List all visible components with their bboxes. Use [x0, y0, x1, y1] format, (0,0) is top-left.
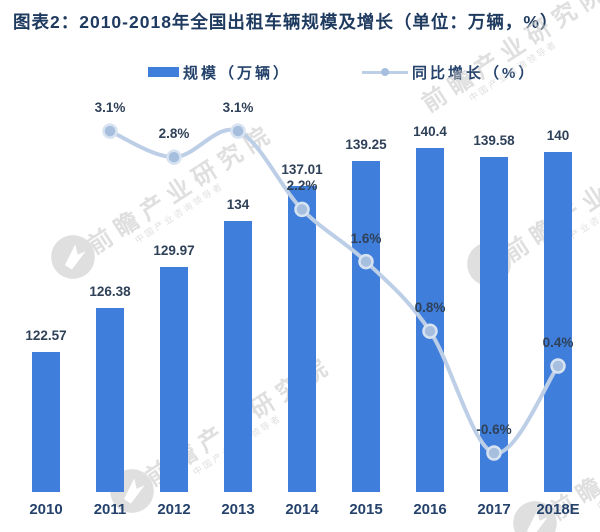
growth-value-label: 2.2% [286, 178, 318, 194]
line-legend-swatch-icon [362, 68, 408, 76]
growth-value-label: 1.6% [350, 230, 382, 246]
bar [32, 351, 60, 492]
bar [480, 157, 508, 492]
x-axis-label: 2017 [477, 501, 511, 518]
x-axis-label: 2015 [349, 501, 383, 518]
bar-legend-label: 规模（万辆） [183, 65, 292, 82]
bar [224, 220, 252, 492]
growth-value-label: 3.1% [222, 100, 254, 116]
growth-value-label: -0.6% [476, 422, 512, 437]
bar [288, 186, 316, 492]
growth-value-label: 3.1% [94, 100, 126, 116]
chart-title: 图表2：2010-2018年全国出租车辆规模及增长（单位：万辆，%） [13, 12, 559, 32]
bar [416, 147, 444, 492]
x-axis-label: 2018E [536, 501, 580, 518]
growth-value-label: 2.8% [158, 126, 190, 142]
line-marker-icon [102, 123, 118, 139]
bar-value-label: 140 [546, 128, 570, 144]
bar [96, 308, 124, 492]
line-legend-label: 同比增长（%） [412, 65, 537, 82]
line-marker-icon [166, 149, 182, 165]
growth-value-label: 0.8% [414, 300, 446, 316]
bar-value-label: 126.38 [89, 284, 131, 300]
x-axis-label: 2010 [29, 501, 63, 518]
bar-value-label: 139.25 [345, 136, 387, 152]
x-axis-label: 2014 [285, 501, 319, 518]
bar-value-label: 137.01 [281, 162, 323, 178]
bar-value-label: 129.97 [153, 242, 195, 258]
bar [352, 160, 380, 492]
x-axis-label: 2016 [413, 501, 447, 518]
bar [544, 152, 572, 492]
watermark-logo-icon [50, 234, 96, 285]
x-axis-label: 2013 [221, 501, 255, 518]
x-axis-label: 2012 [157, 501, 191, 518]
bar [160, 266, 188, 492]
bar-value-label: 134 [226, 196, 250, 212]
legend: 规模（万辆） 同比增长（%） [0, 60, 600, 82]
bar-value-label: 122.57 [25, 327, 67, 343]
line-marker-icon [230, 123, 246, 139]
growth-value-label: 0.4% [542, 335, 574, 350]
bar-legend-swatch-icon [148, 67, 179, 77]
x-axis-label: 2011 [93, 501, 127, 518]
